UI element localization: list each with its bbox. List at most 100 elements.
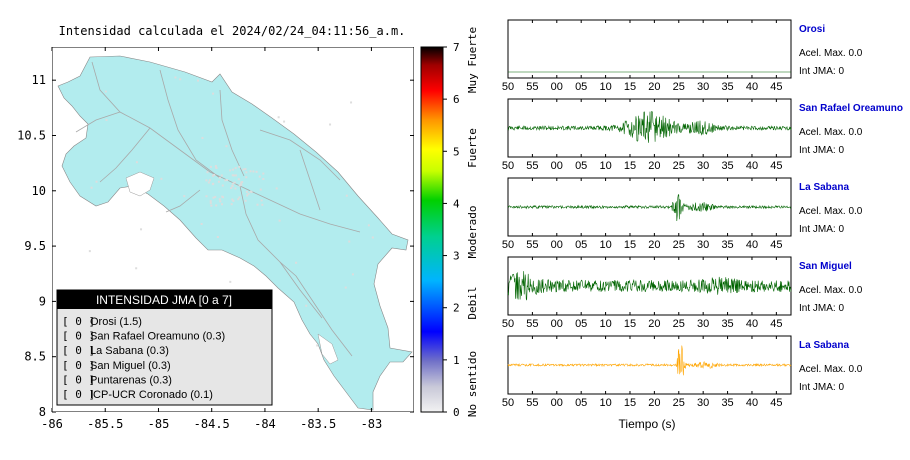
town-marker: [242, 168, 245, 171]
seismogram-panel: 50 55 00 05 10 15 20 25 30 35 40 45 San Rafael Oream…: [502, 98, 903, 172]
y-tick-label: 9: [39, 294, 46, 308]
town-marker: [252, 170, 255, 173]
town-marker: [179, 78, 182, 81]
time-tick-label: 40: [746, 318, 758, 330]
legend-item: San Rafael Oreamuno (0.3): [90, 331, 225, 343]
town-marker: [216, 236, 219, 239]
colorbar-tick-label: 0: [453, 406, 460, 419]
station-name: La Sabana: [799, 182, 849, 193]
town-marker: [218, 198, 221, 201]
time-tick-label: 00: [551, 397, 563, 409]
town-marker: [255, 170, 258, 173]
town-marker: [329, 123, 332, 126]
legend-bracket: [ 0 ]: [62, 388, 95, 401]
time-tick-label: 25: [673, 318, 685, 330]
trace-line: [507, 111, 792, 143]
town-marker: [238, 184, 241, 187]
y-tick-label: 11: [32, 73, 46, 87]
time-tick-label: 35: [721, 397, 733, 409]
trace-frame: [507, 256, 792, 316]
station-intensity: Int JMA: 0: [799, 224, 844, 235]
legend-item: ICP-UCR Coronado (0.1): [90, 389, 213, 401]
town-marker: [104, 90, 107, 93]
town-marker: [247, 192, 250, 195]
osa-bay: [317, 333, 339, 365]
town-marker: [316, 344, 319, 347]
legend-item: Puntarenas (0.3): [90, 374, 172, 386]
seismogram-panel: 50 55 00 05 10 15 20 25 30 35 40 45 Orosi Acel. Max. …: [502, 19, 863, 93]
time-tick-label: 15: [624, 397, 636, 409]
town-marker: [95, 180, 98, 183]
time-tick-label: 00: [551, 81, 563, 93]
x-tick-label: -83: [361, 417, 383, 431]
town-marker: [210, 204, 213, 207]
time-tick-label: 20: [648, 397, 660, 409]
town-marker: [209, 165, 212, 168]
gulf-of-nicoya: [125, 171, 155, 197]
time-tick-label: 05: [575, 397, 587, 409]
x-tick-label: -85: [148, 417, 170, 431]
colorbar-category-label: Moderado: [466, 206, 479, 259]
station-accel: Acel. Max. 0.0: [799, 206, 863, 217]
y-tick-label: 10: [32, 184, 46, 198]
intensity-legend: INTENSIDAD JMA [0 a 7] [ 0 ]Orosi (1.5)[…: [56, 289, 273, 406]
town-marker: [229, 280, 232, 283]
time-tick-label: 00: [551, 160, 563, 172]
town-marker: [237, 178, 240, 181]
time-tick-label: 40: [746, 397, 758, 409]
station-name: La Sabana: [799, 340, 849, 351]
town-marker: [245, 190, 248, 193]
time-tick-label: 10: [599, 318, 611, 330]
town-marker: [209, 200, 212, 203]
town-marker: [233, 181, 236, 184]
town-marker: [221, 203, 224, 206]
town-marker: [234, 187, 237, 190]
town-marker: [258, 175, 261, 178]
town-marker: [200, 222, 203, 225]
town-marker: [174, 76, 177, 79]
trace-frame: [507, 19, 792, 79]
time-tick-label: 45: [770, 160, 782, 172]
town-marker: [219, 200, 222, 203]
town-marker: [212, 92, 215, 95]
town-marker: [262, 177, 265, 180]
time-tick-label: 15: [624, 318, 636, 330]
colorbar-tick-label: 4: [453, 197, 460, 210]
town-marker: [230, 187, 233, 190]
town-marker: [249, 190, 252, 193]
seismogram-panel: 50 55 00 05 10 15 20 25 30 35 40 45 La Sabana Acel. M…: [502, 177, 863, 251]
town-marker: [160, 177, 163, 180]
town-marker: [207, 181, 210, 184]
legend-bracket: [ 0 ]: [62, 344, 95, 357]
legend-item: San Miguel (0.3): [90, 360, 171, 372]
town-marker: [208, 179, 211, 182]
station-intensity: Int JMA: 0: [799, 145, 844, 156]
time-tick-label: 50: [502, 397, 514, 409]
time-tick-label: 55: [526, 397, 538, 409]
time-tick-label: 30: [697, 239, 709, 251]
town-marker: [211, 174, 214, 177]
time-tick-label: 30: [697, 397, 709, 409]
town-marker: [214, 195, 217, 198]
seismogram-panels: 50 55 00 05 10 15 20 25 30 35 40 45 Orosi Acel. Max. …: [502, 19, 903, 409]
town-marker: [371, 236, 374, 239]
time-tick-label: 20: [648, 318, 660, 330]
town-marker: [237, 198, 240, 201]
trace-line: [507, 345, 792, 376]
town-marker: [234, 174, 237, 177]
time-tick-label: 25: [673, 397, 685, 409]
town-marker: [211, 183, 214, 186]
town-marker: [206, 171, 209, 174]
time-tick-label: 25: [673, 239, 685, 251]
town-marker: [213, 173, 216, 176]
time-tick-label: 25: [673, 160, 685, 172]
x-tick-label: -85.5: [87, 417, 123, 431]
town-marker: [295, 261, 298, 264]
town-marker: [229, 169, 232, 172]
town-marker: [240, 183, 243, 186]
seismogram-panel: 50 55 00 05 10 15 20 25 30 35 40 45 La Sabana Acel. M…: [502, 335, 863, 409]
time-tick-label: 50: [502, 318, 514, 330]
time-tick-label: 05: [575, 81, 587, 93]
time-tick-label: 15: [624, 239, 636, 251]
x-tick-label: -86: [41, 417, 63, 431]
